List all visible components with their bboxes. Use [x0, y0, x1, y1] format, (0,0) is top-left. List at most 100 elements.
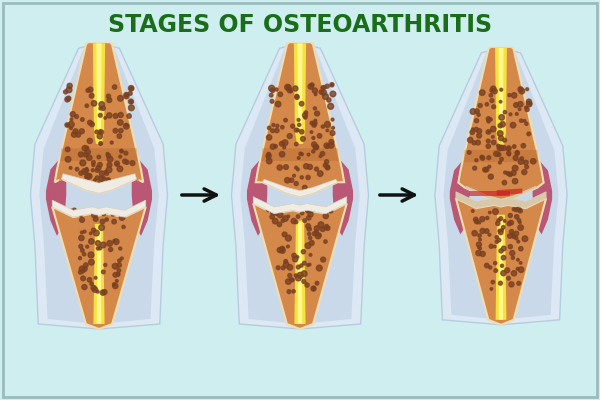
- Circle shape: [292, 253, 296, 258]
- Circle shape: [490, 288, 493, 290]
- Circle shape: [104, 117, 107, 119]
- Circle shape: [106, 154, 110, 158]
- Circle shape: [467, 137, 473, 143]
- Circle shape: [83, 263, 88, 267]
- Circle shape: [315, 230, 319, 234]
- Polygon shape: [261, 148, 339, 161]
- Circle shape: [106, 94, 110, 98]
- Circle shape: [85, 146, 89, 150]
- Circle shape: [82, 169, 88, 174]
- Circle shape: [477, 133, 482, 138]
- Circle shape: [320, 152, 325, 156]
- Circle shape: [96, 182, 101, 188]
- Circle shape: [518, 225, 523, 230]
- Circle shape: [94, 217, 98, 221]
- Circle shape: [494, 151, 499, 156]
- Circle shape: [508, 244, 512, 249]
- Circle shape: [300, 176, 304, 179]
- Polygon shape: [294, 43, 306, 144]
- Circle shape: [501, 271, 506, 276]
- Circle shape: [318, 222, 324, 228]
- Circle shape: [503, 110, 506, 114]
- Circle shape: [107, 178, 110, 181]
- Circle shape: [295, 275, 301, 281]
- Circle shape: [312, 88, 317, 93]
- Circle shape: [66, 124, 69, 127]
- Circle shape: [520, 157, 524, 160]
- Circle shape: [503, 220, 506, 222]
- Circle shape: [70, 127, 73, 130]
- Circle shape: [290, 124, 295, 128]
- Polygon shape: [463, 150, 539, 162]
- Circle shape: [512, 178, 518, 184]
- Circle shape: [296, 129, 299, 132]
- Circle shape: [106, 152, 109, 155]
- Circle shape: [296, 215, 300, 218]
- Circle shape: [290, 178, 294, 182]
- Circle shape: [85, 174, 91, 179]
- Circle shape: [473, 166, 476, 170]
- Circle shape: [113, 128, 118, 133]
- Circle shape: [331, 83, 334, 86]
- Circle shape: [472, 128, 475, 131]
- Polygon shape: [298, 43, 302, 129]
- Circle shape: [331, 118, 334, 121]
- Circle shape: [96, 166, 101, 170]
- Circle shape: [83, 230, 86, 233]
- Circle shape: [97, 290, 99, 293]
- Circle shape: [491, 126, 496, 132]
- Circle shape: [117, 263, 121, 267]
- Circle shape: [505, 268, 509, 273]
- Circle shape: [301, 271, 307, 276]
- Circle shape: [523, 120, 526, 122]
- Circle shape: [102, 212, 106, 216]
- Circle shape: [329, 210, 333, 213]
- Circle shape: [125, 160, 129, 164]
- Circle shape: [522, 170, 527, 175]
- Circle shape: [508, 172, 512, 176]
- Circle shape: [526, 99, 532, 104]
- Circle shape: [280, 246, 284, 251]
- Circle shape: [518, 221, 521, 224]
- Circle shape: [293, 257, 298, 262]
- Circle shape: [509, 282, 514, 287]
- Polygon shape: [496, 215, 506, 320]
- Circle shape: [94, 179, 96, 181]
- Circle shape: [300, 264, 303, 267]
- Circle shape: [284, 178, 290, 183]
- Circle shape: [296, 256, 299, 258]
- Circle shape: [492, 105, 496, 109]
- Circle shape: [499, 217, 503, 220]
- Circle shape: [128, 86, 134, 91]
- Circle shape: [306, 224, 311, 228]
- Circle shape: [295, 95, 299, 99]
- Circle shape: [494, 262, 497, 265]
- Circle shape: [89, 238, 94, 244]
- Circle shape: [497, 219, 500, 222]
- Circle shape: [79, 152, 83, 157]
- Circle shape: [295, 220, 298, 224]
- Circle shape: [317, 233, 321, 237]
- Circle shape: [486, 144, 490, 148]
- Circle shape: [517, 219, 521, 222]
- Circle shape: [97, 162, 102, 167]
- Circle shape: [91, 169, 94, 172]
- Circle shape: [80, 218, 85, 222]
- Circle shape: [475, 119, 479, 123]
- Circle shape: [325, 207, 331, 213]
- Polygon shape: [61, 174, 137, 193]
- Circle shape: [65, 156, 71, 162]
- Circle shape: [511, 233, 514, 236]
- Polygon shape: [232, 43, 368, 329]
- Circle shape: [79, 244, 83, 248]
- Polygon shape: [132, 157, 152, 236]
- Circle shape: [276, 266, 280, 270]
- Circle shape: [287, 134, 292, 138]
- Circle shape: [82, 266, 87, 271]
- Polygon shape: [97, 226, 101, 324]
- Circle shape: [76, 132, 80, 137]
- Circle shape: [497, 238, 501, 242]
- Circle shape: [298, 156, 300, 159]
- Circle shape: [527, 132, 530, 136]
- Circle shape: [487, 156, 491, 160]
